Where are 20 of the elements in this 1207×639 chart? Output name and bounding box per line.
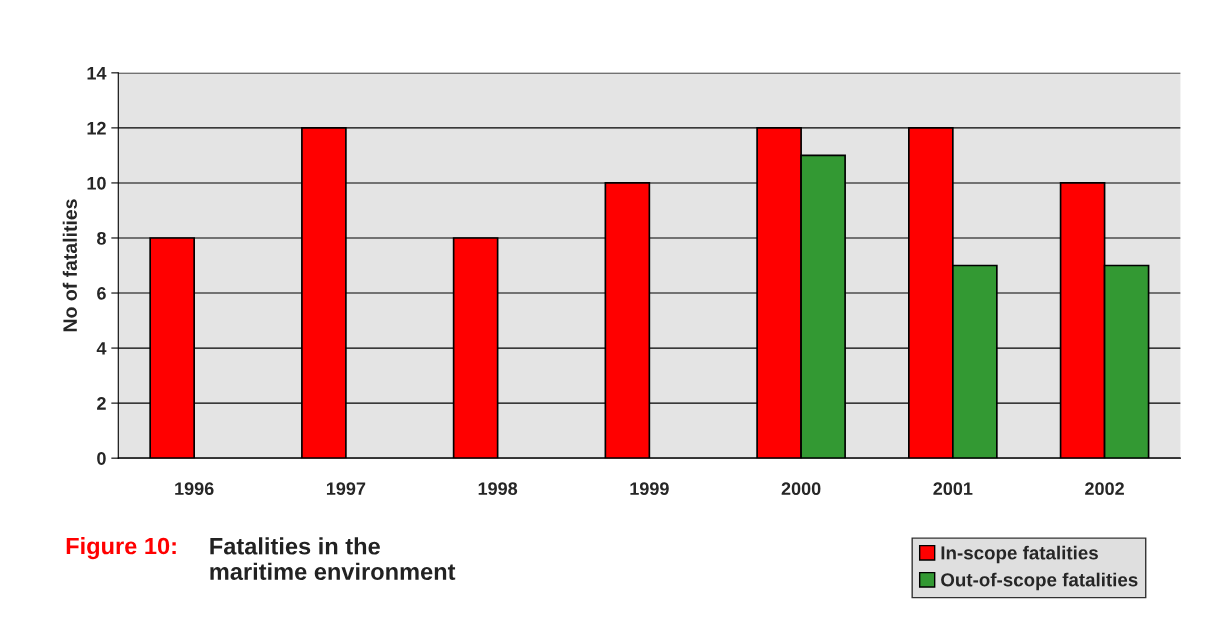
x-tick-label: 1997 (326, 482, 366, 496)
x-tick-label: 1998 (478, 482, 518, 496)
x-tick-label: 2001 (933, 482, 973, 496)
y-tick-label: 8 (97, 231, 106, 245)
x-tick-label: 1999 (630, 482, 669, 496)
y-tick-label: 2 (97, 397, 106, 410)
y-tick-label: 10 (87, 176, 106, 190)
y-tick-label: 14 (87, 66, 107, 80)
y-tick-label: 4 (96, 342, 107, 355)
legend-label: Out-of-scope fatalities (941, 572, 1138, 591)
text: Fatalities in the maritime environment (210, 537, 456, 581)
x-tick-label: 2002 (1085, 482, 1124, 496)
x-tick-label: 2000 (781, 482, 821, 496)
x-tick-label: 1996 (175, 482, 214, 496)
y-tick-label: 0 (97, 452, 106, 465)
y-axis-title: No of fatalities (62, 199, 77, 332)
y-tick-label: 6 (97, 286, 106, 300)
y-tick-label: 12 (87, 121, 106, 135)
legend-label: In-scope fatalities (941, 545, 1098, 564)
text: Figure 10: (66, 537, 176, 560)
